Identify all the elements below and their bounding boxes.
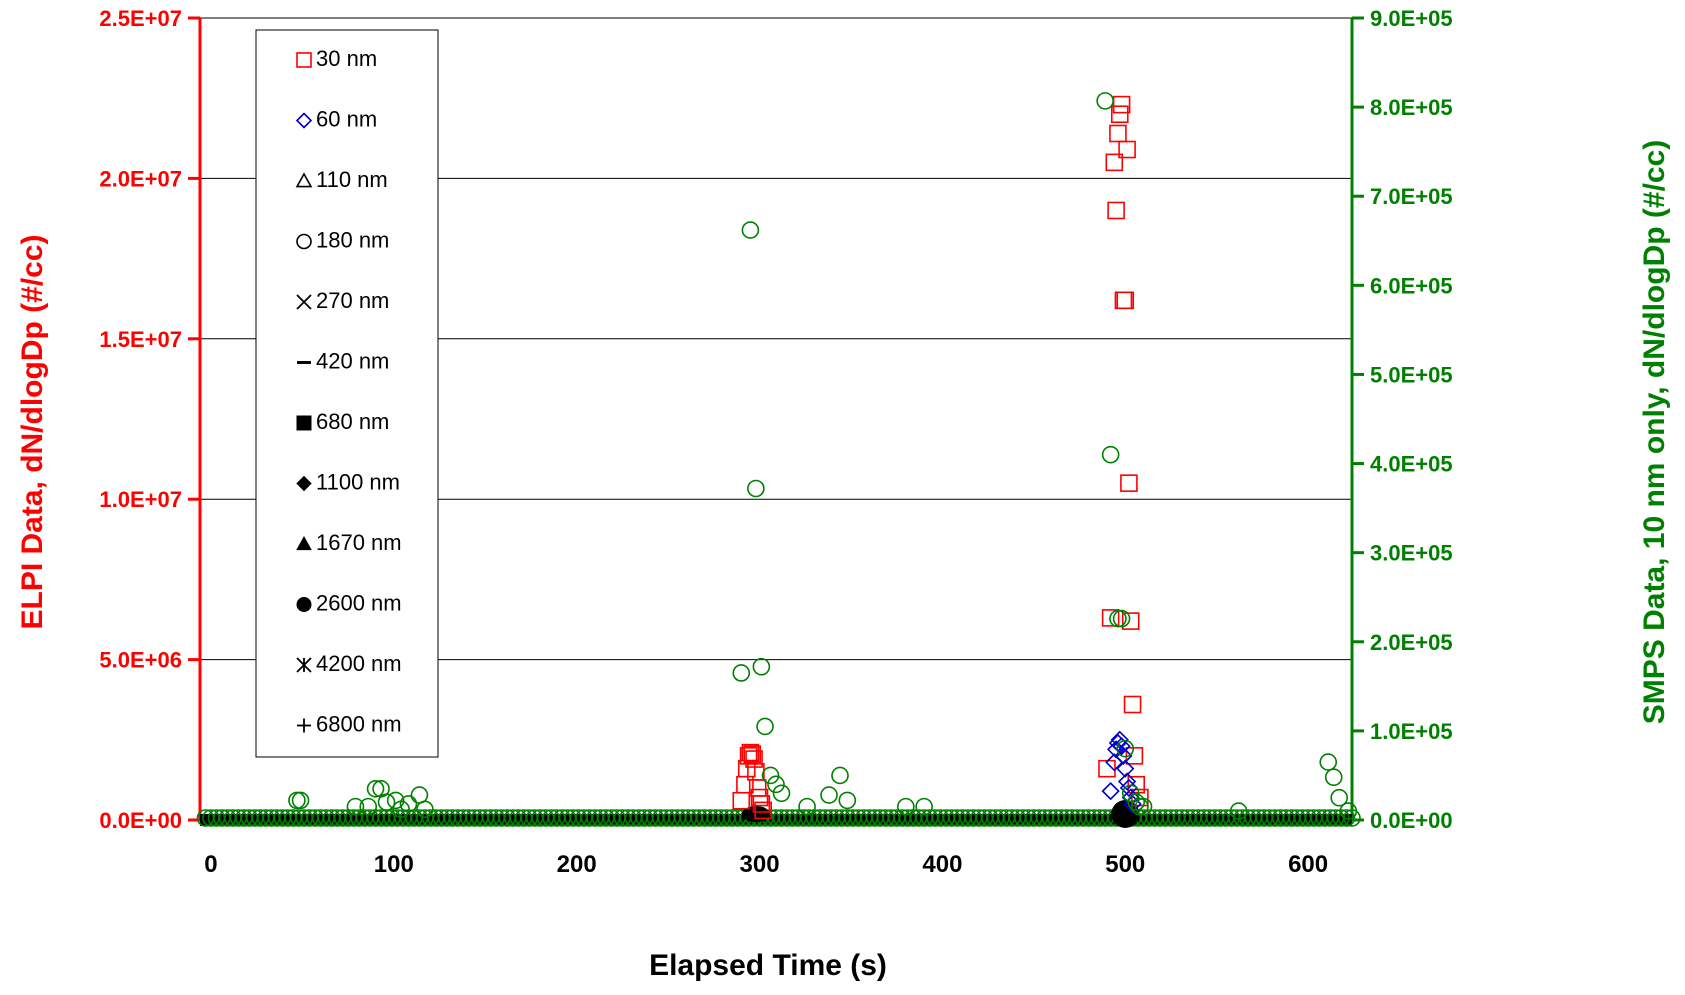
data-point <box>1121 475 1137 491</box>
legend-label: 6800 nm <box>316 712 402 737</box>
y-right-tick-label: 5.0E+05 <box>1370 362 1453 387</box>
legend-marker <box>297 416 311 430</box>
y-left-tick-label: 2.0E+07 <box>99 166 182 191</box>
x-tick-label: 600 <box>1288 851 1328 878</box>
data-point <box>768 776 784 792</box>
x-axis-title: Elapsed Time (s) <box>649 949 887 982</box>
data-point <box>1103 447 1119 463</box>
legend-label: 110 nm <box>316 167 388 192</box>
y-axis-left-title: ELPI Data, dN/dlogDp (#/cc) <box>16 234 49 629</box>
data-point <box>1103 783 1119 799</box>
x-tick-label: 0 <box>204 851 217 878</box>
x-tick-label: 500 <box>1105 851 1145 878</box>
data-point <box>1110 125 1126 141</box>
legend-label: 60 nm <box>316 107 377 132</box>
data-point <box>799 799 815 815</box>
legend-box <box>256 30 438 757</box>
y-axis-right-title: SMPS Data, 10 nm only, dN/dlogDp (#/cc) <box>1638 140 1671 725</box>
x-tick-label: 400 <box>922 851 962 878</box>
data-point <box>773 785 789 801</box>
data-point <box>1108 202 1124 218</box>
y-right-tick-label: 9.0E+05 <box>1370 6 1453 31</box>
y-left-tick-label: 1.0E+07 <box>99 487 182 512</box>
data-point <box>753 659 769 675</box>
data-points <box>289 93 1356 819</box>
y-right-tick-label: 4.0E+05 <box>1370 452 1453 477</box>
y-right-tick-label: 3.0E+05 <box>1370 541 1453 566</box>
y-left-tick-label: 0.0E+00 <box>99 808 182 833</box>
y-right-tick-label: 7.0E+05 <box>1370 184 1453 209</box>
data-point <box>1097 93 1113 109</box>
data-point <box>733 665 749 681</box>
y-left-tick-label: 1.5E+07 <box>99 327 182 352</box>
data-point <box>742 222 758 238</box>
data-point <box>1320 754 1336 770</box>
data-point <box>832 767 848 783</box>
data-point <box>1114 611 1130 627</box>
data-point <box>821 787 837 803</box>
legend: 30 nm 60 nm 110 nm 180 nm 270 nm 420 nm 680 nm… <box>256 30 438 757</box>
y-right-tick-label: 0.0E+00 <box>1370 808 1453 833</box>
data-point <box>293 792 309 808</box>
data-point <box>898 799 914 815</box>
data-point <box>757 718 773 734</box>
data-point <box>839 792 855 808</box>
x-tick-label: 300 <box>740 851 780 878</box>
data-point <box>1125 697 1141 713</box>
y-right-tick-label: 1.0E+05 <box>1370 719 1453 744</box>
data-point <box>748 481 764 497</box>
data-point <box>289 792 305 808</box>
legend-label: 2600 nm <box>316 591 402 616</box>
data-point <box>733 793 749 809</box>
legend-label: 680 nm <box>316 409 389 434</box>
x-tick-label: 100 <box>374 851 414 878</box>
legend-label: 180 nm <box>316 228 389 253</box>
y-right-tick-label: 8.0E+05 <box>1370 95 1453 120</box>
x-tick-label: 200 <box>557 851 597 878</box>
legend-marker <box>297 598 311 612</box>
legend-label: 270 nm <box>316 288 389 313</box>
data-point <box>1326 769 1342 785</box>
y-left-tick-label: 2.5E+07 <box>99 6 182 31</box>
legend-label: 1670 nm <box>316 530 402 555</box>
legend-label: 4200 nm <box>316 651 402 676</box>
legend-label: 1100 nm <box>316 470 400 495</box>
data-point <box>763 767 779 783</box>
y-right-tick-label: 6.0E+05 <box>1370 273 1453 298</box>
legend-label: 420 nm <box>316 349 389 374</box>
y-left-tick-label: 5.0E+06 <box>99 648 182 673</box>
y-right-tick-label: 2.0E+05 <box>1370 630 1453 655</box>
legend-label: 30 nm <box>316 46 377 71</box>
